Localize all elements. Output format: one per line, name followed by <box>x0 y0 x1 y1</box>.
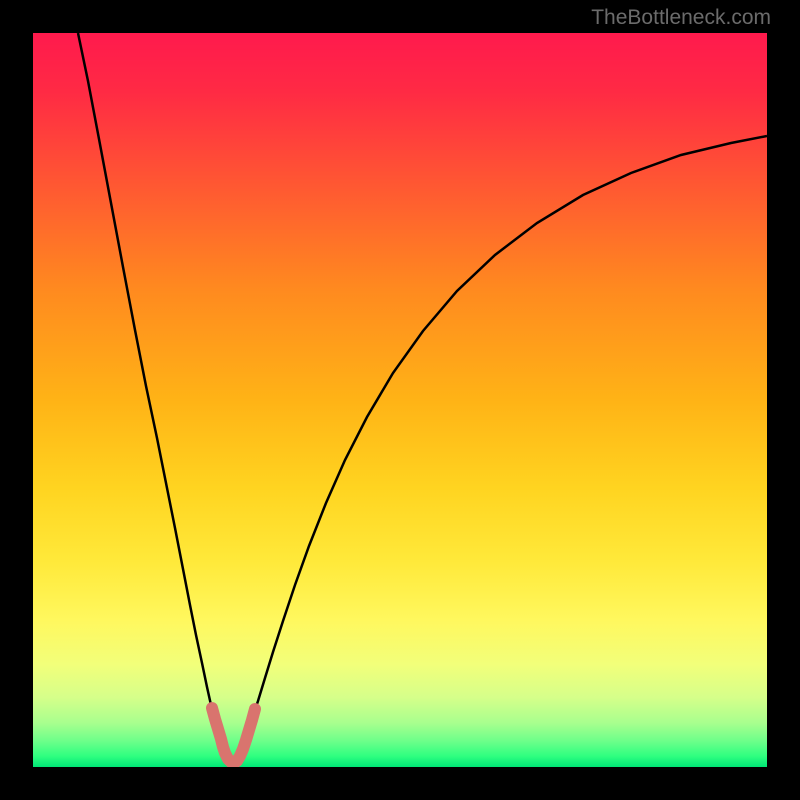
dip-marker <box>212 708 255 763</box>
plot-area <box>33 33 767 767</box>
watermark-text: TheBottleneck.com <box>591 6 771 30</box>
bottleneck-curve-left <box>78 33 231 767</box>
bottleneck-curve-right <box>231 136 767 767</box>
curve-layer <box>33 33 767 767</box>
chart-container: TheBottleneck.com <box>0 0 800 800</box>
